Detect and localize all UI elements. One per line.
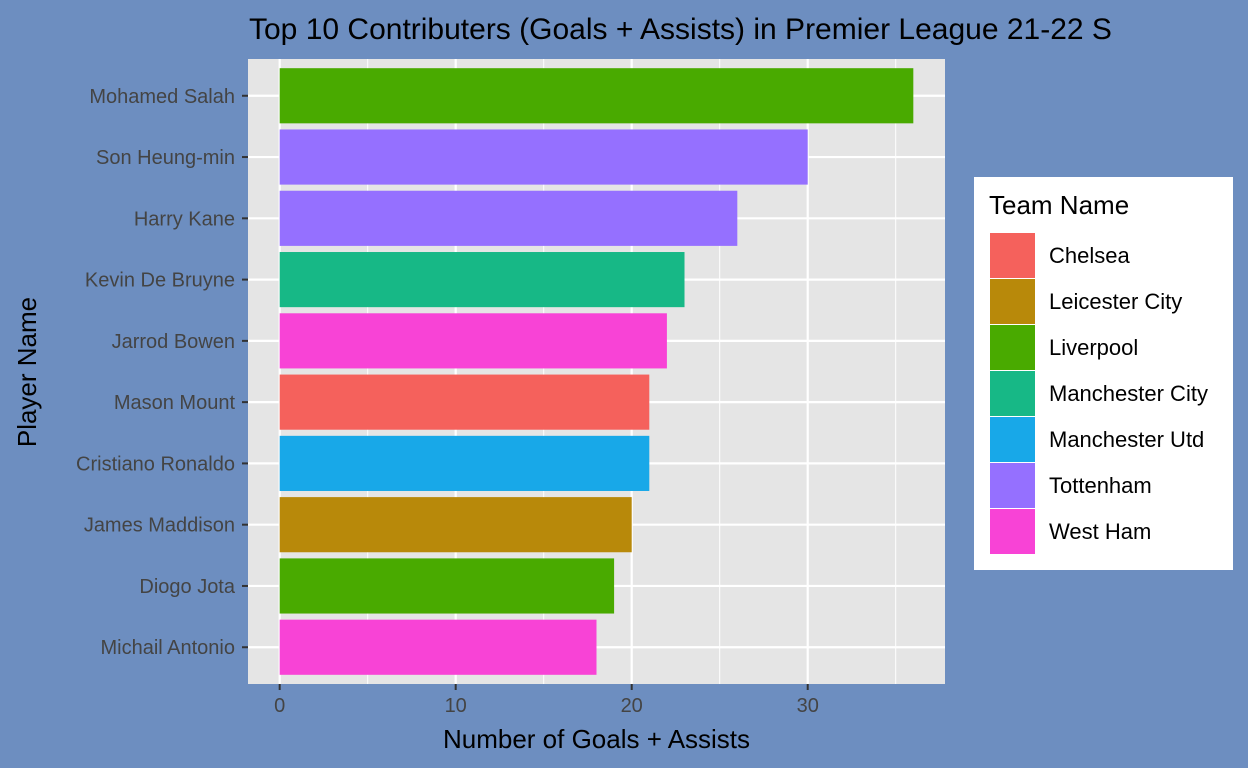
bar <box>279 252 685 308</box>
legend-swatch <box>990 463 1035 508</box>
bar <box>279 558 615 614</box>
legend-swatch <box>990 279 1035 324</box>
legend-swatch <box>990 233 1035 278</box>
y-tick-label: James Maddison <box>84 515 235 537</box>
y-tick-label: Mohamed Salah <box>89 86 235 108</box>
y-axis-title: Player Name <box>12 297 42 447</box>
legend-swatch <box>990 417 1035 462</box>
bar <box>279 374 650 430</box>
x-tick-label: 20 <box>621 695 643 717</box>
legend: Team Name Chelsea Leicester City Liverpool… <box>974 177 1233 570</box>
bar <box>279 313 667 369</box>
y-tick-label: Michail Antonio <box>100 637 235 659</box>
y-tick-label: Cristiano Ronaldo <box>76 453 235 475</box>
legend-label: Liverpool <box>1049 335 1138 360</box>
legend-label: West Ham <box>1049 519 1151 544</box>
legend-label: Chelsea <box>1049 243 1130 268</box>
x-tick-label: 30 <box>797 695 819 717</box>
legend-label: Manchester City <box>1049 381 1208 406</box>
legend-swatch <box>990 509 1035 554</box>
y-tick-label: Mason Mount <box>114 392 236 414</box>
bars <box>279 68 914 675</box>
bar <box>279 68 914 124</box>
bar <box>279 190 738 246</box>
legend-swatch <box>990 371 1035 416</box>
bar <box>279 497 632 553</box>
bar <box>279 619 597 675</box>
y-tick-label: Son Heung-min <box>96 147 235 169</box>
bar <box>279 129 808 185</box>
chart-title: Top 10 Contributers (Goals + Assists) in… <box>249 13 1112 46</box>
x-axis: 0 10 20 30 <box>274 684 819 717</box>
legend-title: Team Name <box>989 190 1129 220</box>
legend-label: Tottenham <box>1049 473 1152 498</box>
y-tick-label: Kevin De Bruyne <box>85 270 235 292</box>
legend-label: Leicester City <box>1049 289 1182 314</box>
x-axis-title: Number of Goals + Assists <box>443 724 750 754</box>
legend-label: Manchester Utd <box>1049 427 1204 452</box>
bar <box>279 435 650 491</box>
legend-swatch <box>990 325 1035 370</box>
y-axis: Mohamed Salah Son Heung-min Harry Kane Kevi… <box>76 86 248 659</box>
y-tick-label: Jarrod Bowen <box>112 331 235 353</box>
y-tick-label: Harry Kane <box>134 208 235 230</box>
y-tick-label: Diogo Jota <box>139 576 235 598</box>
x-tick-label: 10 <box>445 695 467 717</box>
legend-items: Chelsea Leicester City Liverpool Manchester… <box>990 233 1208 554</box>
x-tick-label: 0 <box>274 695 285 717</box>
